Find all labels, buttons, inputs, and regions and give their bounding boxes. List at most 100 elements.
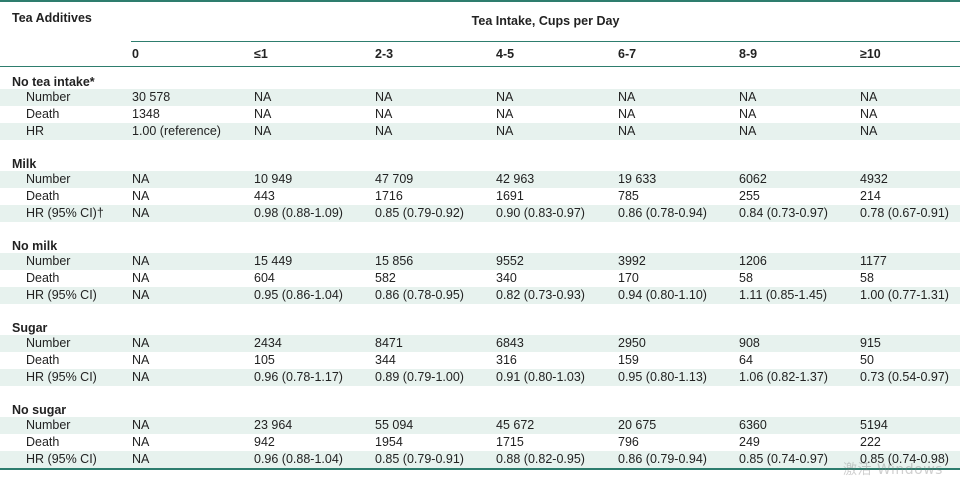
row-label: Number: [0, 416, 131, 434]
table-cell: 3992: [617, 252, 738, 270]
table-cell: 1691: [496, 189, 524, 203]
table-row: HR (95% CI)† NA 0.98 (0.88-1.09) 0.85 (0.79…: [0, 204, 960, 222]
table-cell: 942: [254, 435, 275, 449]
table-row: Death NA 443 1716 1691 785 255 214: [0, 188, 960, 205]
section-title: No sugar: [12, 402, 67, 417]
table-cell: 58: [739, 271, 753, 285]
column-header: ≤1: [253, 41, 374, 67]
table-row: Number NA 15 449 15 856 9552 3992 1206 1177: [0, 252, 960, 270]
table-row: Death NA 604 582 340 170 58 58: [0, 270, 960, 287]
table-cell: 0.95 (0.86-1.04): [253, 286, 374, 304]
table-cell: 45 672: [495, 416, 617, 434]
section-title: Milk: [12, 156, 37, 171]
row-label: HR (95% CI): [0, 450, 131, 470]
section-title: No tea intake*: [12, 74, 95, 89]
section-header-row: No milk: [0, 222, 960, 253]
column-header: 4-5: [495, 41, 617, 67]
table-cell: 6843: [495, 334, 617, 352]
table-cell: 0.90 (0.83-0.97): [495, 204, 617, 222]
table-cell: 443: [254, 189, 275, 203]
table-cell: NA: [132, 353, 150, 367]
table-cell: 1.11 (0.85-1.45): [738, 286, 859, 304]
column-header: 8-9: [738, 41, 859, 67]
row-label: Death: [26, 435, 60, 449]
table-row: Number NA 23 964 55 094 45 672 20 675 6360 5194: [0, 416, 960, 434]
column-header: 2-3: [374, 41, 495, 67]
row-label: Number: [0, 88, 131, 106]
table-cell: 1716: [375, 189, 403, 203]
table-cell: 9552: [495, 252, 617, 270]
table-cell: NA: [131, 170, 253, 188]
table-cell: 0.85 (0.79-0.92): [374, 204, 495, 222]
table-cell: NA: [618, 107, 636, 121]
table-cell: 1954: [375, 435, 403, 449]
table-cell: 214: [860, 189, 881, 203]
table-cell: 0.78 (0.67-0.91): [859, 204, 960, 222]
table-cell: 785: [618, 189, 639, 203]
table-cell: 6360: [738, 416, 859, 434]
table-cell: 582: [375, 271, 396, 285]
table-cell: 0.88 (0.82-0.95): [495, 450, 617, 470]
row-label: Number: [0, 252, 131, 270]
row-label: HR: [0, 122, 131, 140]
table-cell: NA: [375, 107, 393, 121]
table-cell: NA: [495, 88, 617, 106]
table-cell: 170: [618, 271, 639, 285]
table-row: HR (95% CI) NA 0.95 (0.86-1.04) 0.86 (0.78-…: [0, 286, 960, 304]
table-cell: 316: [496, 353, 517, 367]
table-cell: 1.00 (reference): [131, 122, 253, 140]
table-cell: NA: [132, 271, 150, 285]
table-cell: NA: [374, 122, 495, 140]
table-cell: 340: [496, 271, 517, 285]
column-header-empty: [0, 41, 131, 67]
table-cell: 30 578: [131, 88, 253, 106]
table-cell: 249: [739, 435, 760, 449]
table-row: HR (95% CI) NA 0.96 (0.88-1.04) 0.85 (0.79-…: [0, 450, 960, 470]
table-cell: 0.82 (0.73-0.93): [495, 286, 617, 304]
table-cell: 47 709: [374, 170, 495, 188]
table-cell: 4932: [859, 170, 960, 188]
table-cell: 796: [618, 435, 639, 449]
row-label: HR (95% CI): [0, 286, 131, 304]
table-cell: 1177: [859, 252, 960, 270]
table-cell: NA: [495, 122, 617, 140]
table-cell: NA: [738, 88, 859, 106]
table-cell: NA: [496, 107, 514, 121]
table-cell: 222: [860, 435, 881, 449]
table-cell: NA: [131, 416, 253, 434]
table-row: Death NA 942 1954 1715 796 249 222: [0, 434, 960, 451]
table-cell: 1.00 (0.77-1.31): [859, 286, 960, 304]
table-cell: 0.85 (0.74-0.98): [859, 450, 960, 470]
table-cell: 0.73 (0.54-0.97): [859, 368, 960, 386]
table-cell: 50: [860, 353, 874, 367]
table-cell: 6062: [738, 170, 859, 188]
table-cell: 15 856: [374, 252, 495, 270]
table-cell: 159: [618, 353, 639, 367]
table-header: Tea Additives Tea Intake, Cups per Day 0…: [0, 0, 960, 67]
table-cell: 5194: [859, 416, 960, 434]
table-row: Death NA 105 344 316 159 64 50: [0, 352, 960, 369]
table-cell: 15 449: [253, 252, 374, 270]
table-row: Number NA 10 949 47 709 42 963 19 633 6062 4932: [0, 170, 960, 188]
table-cell: NA: [131, 286, 253, 304]
table-cell: 604: [254, 271, 275, 285]
table-cell: 10 949: [253, 170, 374, 188]
header-row-columns: 0 ≤1 2-3 4-5 6-7 8-9 ≥10: [0, 41, 960, 67]
table-cell: NA: [254, 107, 272, 121]
table-cell: 0.95 (0.80-1.13): [617, 368, 738, 386]
table-cell: 0.86 (0.78-0.94): [617, 204, 738, 222]
table-cell: 58: [860, 271, 874, 285]
table-cell: NA: [131, 450, 253, 470]
table-cell: NA: [131, 334, 253, 352]
section-header-row: Milk: [0, 140, 960, 171]
row-label: Death: [26, 353, 60, 367]
table-cell: NA: [132, 189, 150, 203]
table-cell: 0.96 (0.78-1.17): [253, 368, 374, 386]
row-label: HR (95% CI)†: [0, 204, 131, 222]
table-cell: 908: [738, 334, 859, 352]
section-title: Sugar: [12, 320, 48, 335]
table-cell: 1206: [738, 252, 859, 270]
row-label: Death: [26, 107, 60, 121]
table-cell: NA: [131, 204, 253, 222]
